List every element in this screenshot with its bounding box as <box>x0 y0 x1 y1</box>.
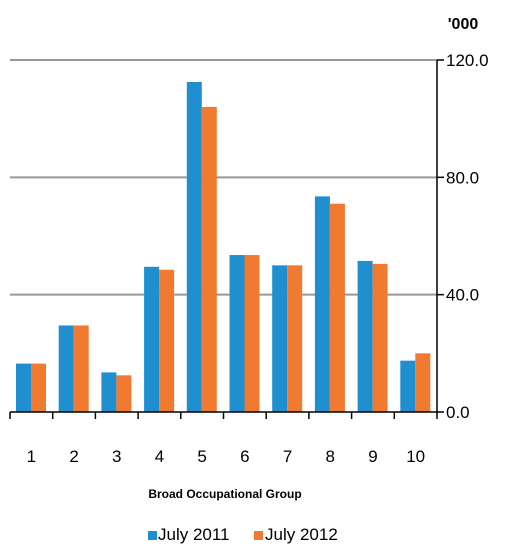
bar <box>101 372 117 412</box>
y-tick-label: 80.0 <box>446 168 479 187</box>
x-tick-label: 10 <box>406 447 425 466</box>
bars <box>16 82 431 412</box>
bar <box>244 255 260 412</box>
legend-swatch-july-2012 <box>254 531 263 540</box>
bar <box>186 82 202 412</box>
legend-swatch-july-2011 <box>148 531 157 540</box>
legend-label-july-2012: July 2012 <box>265 525 338 544</box>
bar <box>372 263 388 412</box>
x-tick-label: 1 <box>27 447 36 466</box>
x-tick-label: 6 <box>240 447 249 466</box>
x-axis-title: Broad Occupational Group <box>148 487 301 501</box>
x-ticks <box>9 412 438 419</box>
y-tick-labels: 0.0 40.0 80.0 120.0 <box>446 51 489 422</box>
bar <box>287 265 303 412</box>
bar <box>415 353 431 412</box>
x-tick-label: 7 <box>283 447 292 466</box>
bar <box>314 196 330 412</box>
y-tick-label: 0.0 <box>446 403 470 422</box>
bar <box>31 363 46 412</box>
x-tick-labels: 1 2 3 4 5 6 7 8 9 10 <box>27 447 425 466</box>
y-ticks <box>437 59 444 413</box>
y-unit-label: '000 <box>448 16 479 33</box>
x-tick-label: 3 <box>112 447 121 466</box>
y-tick-label: 120.0 <box>446 51 489 70</box>
bar <box>357 260 373 412</box>
x-tick-label: 2 <box>69 447 78 466</box>
gridlines <box>10 59 437 296</box>
x-tick-label: 8 <box>326 447 335 466</box>
bar <box>272 265 288 412</box>
bar <box>229 255 245 412</box>
x-tick-label: 9 <box>368 447 377 466</box>
bar <box>58 325 74 412</box>
bar <box>400 360 416 412</box>
legend: July 2011 July 2012 <box>148 525 338 544</box>
x-tick-label: 4 <box>155 447 164 466</box>
bar <box>144 266 160 412</box>
legend-label-july-2011: July 2011 <box>158 525 230 544</box>
x-tick-label: 5 <box>197 447 206 466</box>
bar <box>159 269 175 412</box>
bar <box>73 325 89 412</box>
y-tick-label: 40.0 <box>446 286 479 305</box>
bar <box>201 106 217 412</box>
bar <box>16 363 31 412</box>
bar <box>116 375 132 412</box>
bar <box>329 203 345 412</box>
